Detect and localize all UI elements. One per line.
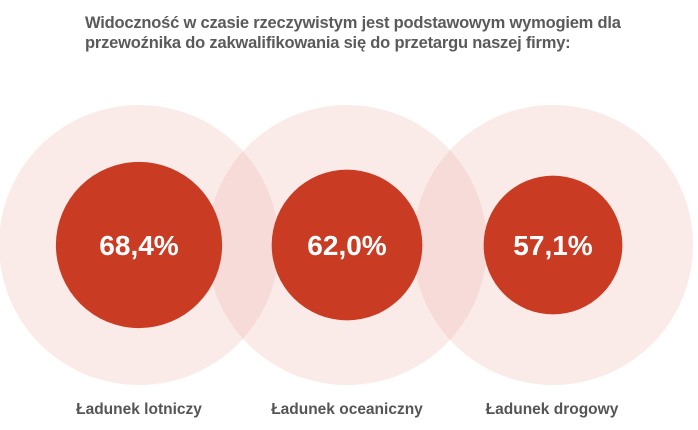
- category-label-ocean: Ładunek oceaniczny: [271, 401, 423, 418]
- value-label: 68,4%: [99, 230, 178, 261]
- value-label: 57,1%: [513, 230, 592, 261]
- category-label-air: Ładunek lotniczy: [76, 401, 202, 418]
- value-bubble: [55, 161, 223, 329]
- value-bubble: [271, 169, 423, 321]
- chart-title: Widoczność w czasie rzeczywistym jest po…: [85, 14, 621, 52]
- value-label: 62,0%: [307, 230, 386, 261]
- category-label-road: Ładunek drogowy: [485, 401, 619, 418]
- value-bubble: [483, 175, 623, 315]
